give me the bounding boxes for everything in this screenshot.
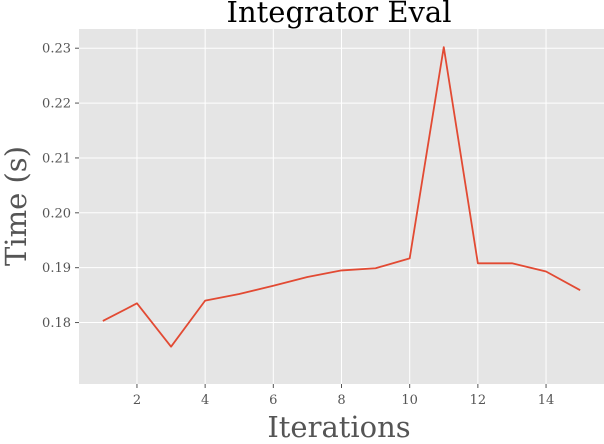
x-tick-label: 10 — [401, 393, 418, 408]
y-ticks: 0.18 0.19 0.20 0.21 0.22 0.23 — [42, 42, 79, 331]
x-tick-label: 4 — [201, 393, 209, 408]
x-tick-label: 12 — [470, 393, 487, 408]
y-tick-label: 0.21 — [42, 151, 71, 166]
y-tick-label: 0.19 — [42, 261, 71, 276]
x-tick-label: 2 — [133, 393, 141, 408]
y-tick-label: 0.20 — [42, 206, 71, 221]
x-tick-label: 8 — [337, 393, 345, 408]
chart-title: Integrator Eval — [227, 0, 452, 29]
x-axis-label: Iterations — [267, 410, 410, 444]
x-ticks: 2 4 6 8 10 12 14 — [133, 384, 555, 408]
y-tick-label: 0.23 — [42, 42, 71, 57]
x-tick-label: 6 — [269, 393, 277, 408]
series-group — [102, 46, 581, 348]
y-axis-label: Time (s) — [0, 146, 33, 266]
y-tick-label: 0.18 — [42, 316, 71, 331]
grid — [79, 29, 604, 384]
y-tick-label: 0.22 — [42, 97, 71, 112]
x-tick-label: 14 — [538, 393, 555, 408]
